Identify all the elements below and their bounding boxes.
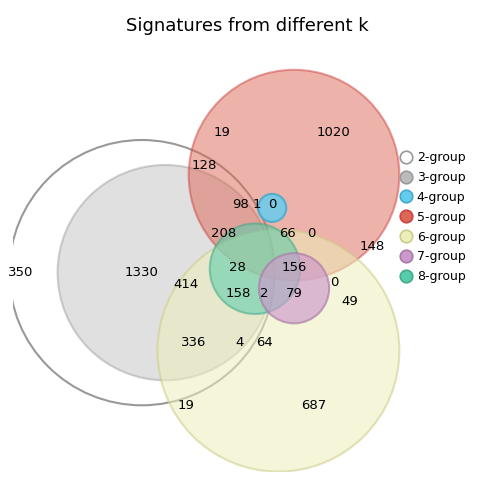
Title: Signatures from different k: Signatures from different k [126, 17, 368, 35]
Text: 1330: 1330 [125, 266, 159, 279]
Text: 19: 19 [178, 399, 195, 412]
Circle shape [157, 230, 399, 472]
Circle shape [258, 194, 286, 222]
Text: 128: 128 [192, 159, 217, 172]
Text: 64: 64 [256, 336, 273, 349]
Text: 1: 1 [253, 198, 261, 211]
Text: 49: 49 [342, 295, 358, 308]
Text: 0: 0 [307, 227, 316, 240]
Text: 687: 687 [301, 399, 326, 412]
Circle shape [57, 165, 273, 381]
Text: 414: 414 [174, 278, 199, 291]
Text: 350: 350 [8, 266, 34, 279]
Text: 1020: 1020 [316, 125, 350, 139]
Text: 148: 148 [359, 240, 385, 254]
Text: 79: 79 [286, 287, 302, 300]
Text: 208: 208 [211, 227, 236, 240]
Text: 66: 66 [279, 227, 296, 240]
Text: 19: 19 [214, 125, 231, 139]
Legend: 2-group, 3-group, 4-group, 5-group, 6-group, 7-group, 8-group: 2-group, 3-group, 4-group, 5-group, 6-gr… [399, 147, 469, 287]
Circle shape [259, 253, 329, 324]
Text: 0: 0 [268, 198, 276, 211]
Text: 28: 28 [229, 261, 246, 274]
Circle shape [188, 70, 399, 280]
Text: 156: 156 [281, 261, 307, 274]
Text: 2: 2 [260, 287, 269, 300]
Text: 336: 336 [181, 336, 207, 349]
Text: 158: 158 [225, 287, 250, 300]
Circle shape [210, 223, 300, 314]
Text: 0: 0 [331, 276, 339, 289]
Text: 98: 98 [232, 198, 249, 211]
Text: 4: 4 [235, 336, 243, 349]
